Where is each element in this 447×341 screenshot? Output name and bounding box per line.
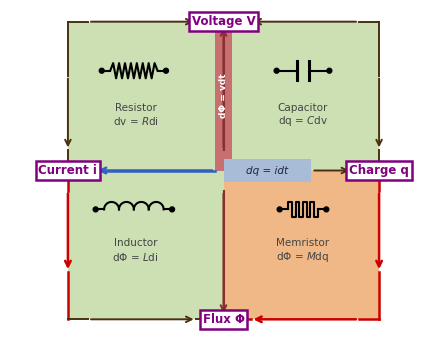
Bar xyxy=(224,170,379,319)
Circle shape xyxy=(327,68,332,73)
Text: Flux Φ: Flux Φ xyxy=(202,313,245,326)
Circle shape xyxy=(170,207,174,212)
Bar xyxy=(68,170,224,319)
Text: Inductor: Inductor xyxy=(114,238,157,248)
Text: dΦ = vdt: dΦ = vdt xyxy=(219,74,228,118)
Circle shape xyxy=(99,68,104,73)
Text: Memristor: Memristor xyxy=(276,238,329,248)
Text: Current i: Current i xyxy=(38,164,97,177)
Text: dq = $C$dv: dq = $C$dv xyxy=(278,115,328,129)
Text: Capacitor: Capacitor xyxy=(278,103,328,113)
Circle shape xyxy=(324,207,329,212)
Text: Resistor: Resistor xyxy=(114,103,156,113)
Bar xyxy=(215,22,232,170)
Bar xyxy=(224,22,379,170)
Bar xyxy=(68,22,224,170)
Text: Charge q: Charge q xyxy=(349,164,409,177)
Circle shape xyxy=(93,207,98,212)
Circle shape xyxy=(277,207,282,212)
Circle shape xyxy=(164,68,169,73)
Text: dv = $R$di: dv = $R$di xyxy=(113,116,158,128)
Circle shape xyxy=(274,68,279,73)
Text: d$\Phi$ = $M$dq: d$\Phi$ = $M$dq xyxy=(276,250,329,264)
Text: d$\Phi$ = $L$di: d$\Phi$ = $L$di xyxy=(112,251,159,263)
Text: Voltage V: Voltage V xyxy=(192,15,255,28)
Bar xyxy=(224,159,312,182)
Text: dq = idt: dq = idt xyxy=(246,165,288,176)
